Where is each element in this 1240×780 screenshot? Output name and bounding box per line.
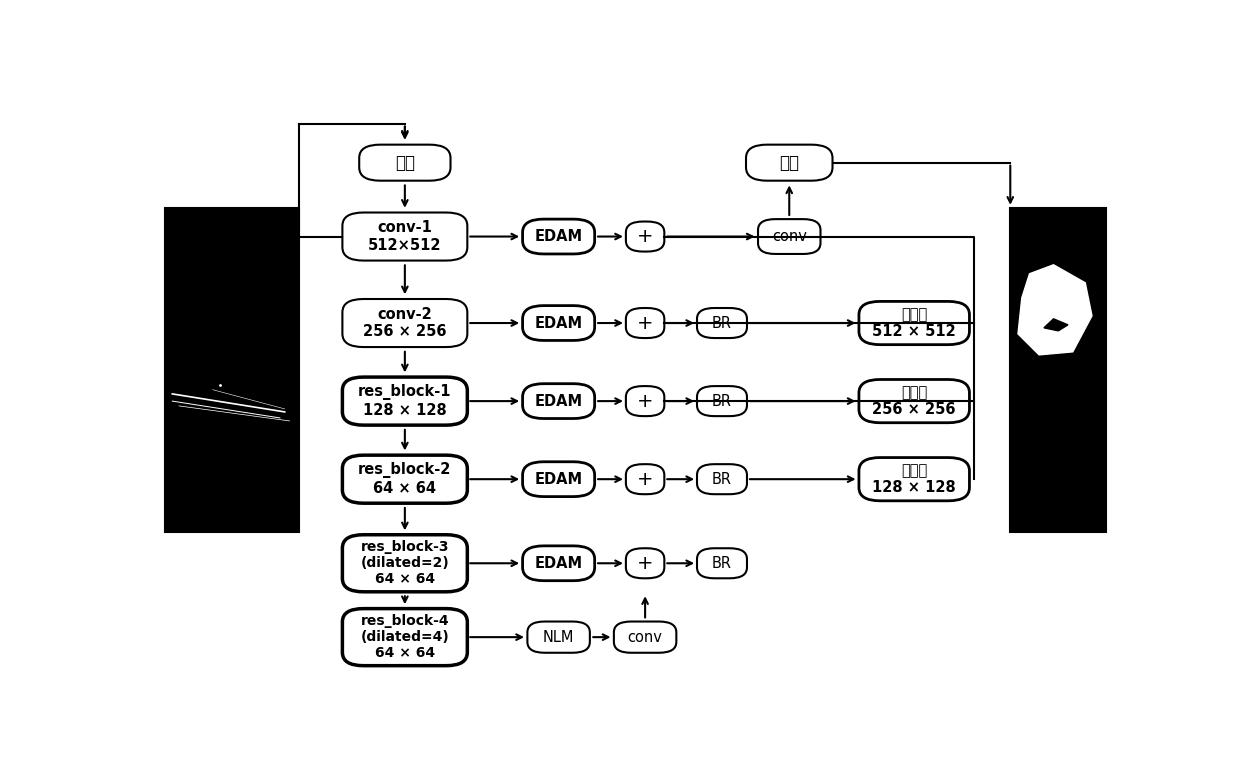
Text: +: + <box>637 227 653 246</box>
FancyBboxPatch shape <box>697 464 746 495</box>
Text: 上采样
128 × 128: 上采样 128 × 128 <box>872 463 956 495</box>
Text: BR: BR <box>712 472 732 487</box>
Text: BR: BR <box>712 316 732 331</box>
Text: BR: BR <box>712 394 732 409</box>
FancyBboxPatch shape <box>697 308 746 338</box>
FancyBboxPatch shape <box>626 464 665 495</box>
Text: conv-2
256 × 256: conv-2 256 × 256 <box>363 307 446 339</box>
Text: +: + <box>637 554 653 573</box>
FancyBboxPatch shape <box>758 219 821 254</box>
FancyBboxPatch shape <box>360 144 450 181</box>
FancyBboxPatch shape <box>1011 207 1106 532</box>
Text: +: + <box>637 392 653 410</box>
Text: 预测: 预测 <box>779 154 800 172</box>
Text: conv: conv <box>771 229 807 244</box>
Text: +: + <box>637 470 653 489</box>
Text: res_block-1
128 × 128: res_block-1 128 × 128 <box>358 385 451 418</box>
FancyBboxPatch shape <box>342 608 467 665</box>
FancyBboxPatch shape <box>614 622 676 653</box>
Text: 输入: 输入 <box>394 154 415 172</box>
Text: 上采样
256 × 256: 上采样 256 × 256 <box>873 385 956 417</box>
Text: EDAM: EDAM <box>534 472 583 487</box>
FancyBboxPatch shape <box>859 458 970 501</box>
Polygon shape <box>1018 264 1092 355</box>
Polygon shape <box>1044 319 1068 331</box>
Text: conv-1
512×512: conv-1 512×512 <box>368 220 441 253</box>
FancyBboxPatch shape <box>626 548 665 578</box>
Text: NLM: NLM <box>543 629 574 644</box>
Text: EDAM: EDAM <box>534 394 583 409</box>
FancyBboxPatch shape <box>522 306 595 340</box>
FancyBboxPatch shape <box>342 377 467 425</box>
FancyBboxPatch shape <box>342 299 467 347</box>
Text: EDAM: EDAM <box>534 316 583 331</box>
Text: +: + <box>637 314 653 332</box>
Text: 上采样
512 × 512: 上采样 512 × 512 <box>872 307 956 339</box>
FancyBboxPatch shape <box>859 380 970 423</box>
Text: EDAM: EDAM <box>534 229 583 244</box>
FancyBboxPatch shape <box>342 456 467 503</box>
FancyBboxPatch shape <box>165 207 299 532</box>
Text: res_block-2
64 × 64: res_block-2 64 × 64 <box>358 463 451 496</box>
FancyBboxPatch shape <box>527 622 590 653</box>
FancyBboxPatch shape <box>626 386 665 416</box>
FancyBboxPatch shape <box>342 535 467 592</box>
FancyBboxPatch shape <box>522 462 595 497</box>
FancyBboxPatch shape <box>697 386 746 416</box>
FancyBboxPatch shape <box>859 301 970 345</box>
FancyBboxPatch shape <box>626 222 665 252</box>
FancyBboxPatch shape <box>522 384 595 419</box>
FancyBboxPatch shape <box>746 144 832 181</box>
FancyBboxPatch shape <box>697 548 746 578</box>
Text: res_block-3
(dilated=2)
64 × 64: res_block-3 (dilated=2) 64 × 64 <box>361 540 449 587</box>
Text: conv: conv <box>627 629 662 644</box>
FancyBboxPatch shape <box>522 546 595 580</box>
Text: EDAM: EDAM <box>534 556 583 571</box>
Text: BR: BR <box>712 556 732 571</box>
FancyBboxPatch shape <box>342 212 467 261</box>
FancyBboxPatch shape <box>626 308 665 338</box>
FancyBboxPatch shape <box>522 219 595 254</box>
Text: res_block-4
(dilated=4)
64 × 64: res_block-4 (dilated=4) 64 × 64 <box>361 614 449 661</box>
